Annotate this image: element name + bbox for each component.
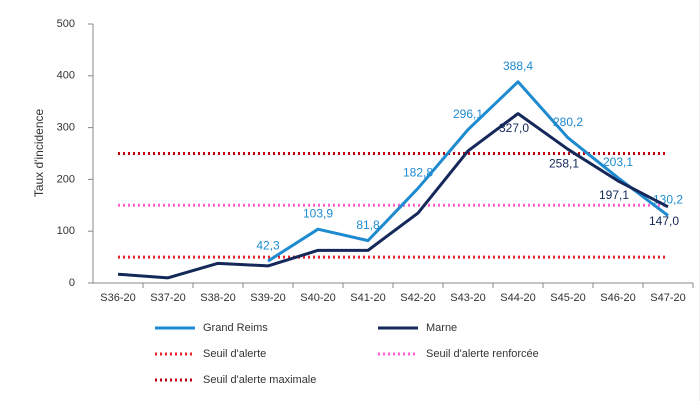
x-tick-label: S44-20 bbox=[500, 292, 535, 304]
data-label: 280,2 bbox=[553, 115, 583, 129]
data-label: 130,2 bbox=[653, 193, 683, 207]
data-label: 81,8 bbox=[356, 218, 380, 232]
y-tick-label: 500 bbox=[57, 18, 75, 30]
x-tick-label: S41-20 bbox=[350, 292, 385, 304]
data-label: 296,1 bbox=[453, 107, 483, 121]
data-label: 203,1 bbox=[603, 155, 633, 169]
data-label: 103,9 bbox=[303, 206, 333, 220]
data-label: 42,3 bbox=[256, 238, 280, 252]
data-label: 258,1 bbox=[549, 156, 579, 170]
legend-label: Seuil d'alerte renforcée bbox=[426, 348, 539, 360]
x-tick-label: S47-20 bbox=[650, 292, 685, 304]
x-tick-label: S36-20 bbox=[100, 292, 135, 304]
x-tick-label: S38-20 bbox=[200, 292, 235, 304]
y-tick-label: 100 bbox=[57, 225, 75, 237]
x-tick-label: S42-20 bbox=[400, 292, 435, 304]
legend-label: Seuil d'alerte bbox=[203, 348, 266, 360]
y-axis-label: Taux d'incidence bbox=[32, 109, 46, 198]
y-tick-label: 400 bbox=[57, 70, 75, 82]
legend-label: Grand Reims bbox=[203, 322, 268, 334]
series-line bbox=[267, 80, 669, 263]
legend-label: Seuil d'alerte maximale bbox=[203, 374, 316, 386]
data-label: 197,1 bbox=[599, 188, 629, 202]
y-tick-label: 300 bbox=[57, 122, 75, 134]
x-tick-label: S39-20 bbox=[250, 292, 285, 304]
x-tick-label: S46-20 bbox=[600, 292, 635, 304]
data-label: 388,4 bbox=[503, 59, 533, 73]
x-tick-label: S43-20 bbox=[450, 292, 485, 304]
y-tick-label: 0 bbox=[69, 277, 75, 289]
y-tick-label: 200 bbox=[57, 173, 75, 185]
x-tick-label: S45-20 bbox=[550, 292, 585, 304]
data-label: 182,8 bbox=[403, 165, 433, 179]
data-label: 147,0 bbox=[649, 214, 679, 228]
series-line bbox=[117, 112, 669, 280]
data-label: 327,0 bbox=[499, 121, 529, 135]
x-tick-label: S37-20 bbox=[150, 292, 185, 304]
x-tick-label: S40-20 bbox=[300, 292, 335, 304]
legend-label: Marne bbox=[426, 322, 457, 334]
